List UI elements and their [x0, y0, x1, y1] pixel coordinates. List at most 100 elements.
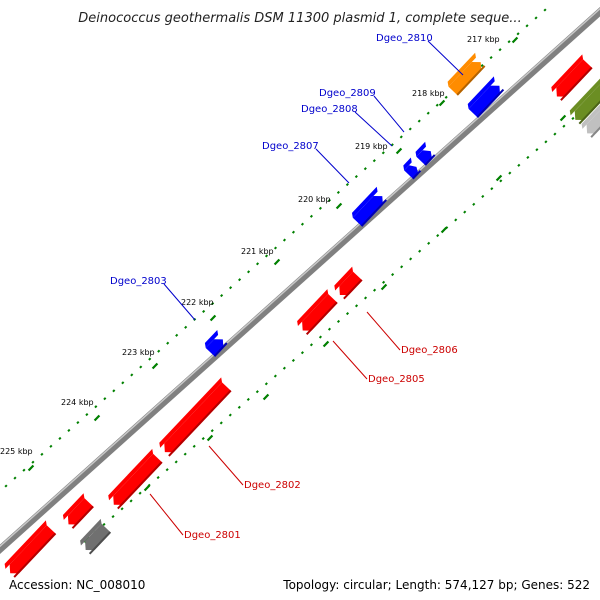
outer-tick-mark	[426, 111, 430, 115]
outer-tick-mark	[363, 167, 367, 171]
map-title: Deinococcus geothermalis DSM 11300 plasm…	[78, 11, 521, 26]
major-tick-mark	[273, 258, 281, 266]
outer-tick-mark	[175, 333, 179, 337]
gene-features	[4, 52, 600, 578]
outer-tick-mark	[381, 151, 385, 155]
outer-tick-mark	[85, 413, 89, 417]
gene-face-shadow	[578, 100, 600, 125]
gene-label-reverse: Dgeo_2805	[368, 374, 425, 385]
gene-face-front	[574, 84, 600, 121]
inner-tick-mark	[309, 343, 313, 347]
inner-tick-mark	[382, 280, 386, 284]
outer-tick-mark	[282, 238, 287, 242]
outer-tick-mark	[166, 341, 170, 345]
outer-tick-mark	[121, 381, 125, 385]
genome-summary-text: Topology: circular; Length: 574,127 bp; …	[283, 578, 590, 592]
inner-tick-mark	[255, 390, 259, 394]
major-tick-mark	[209, 314, 217, 322]
major-tick-mark	[322, 340, 330, 348]
gene-reverse-top	[551, 54, 593, 101]
gene-label-reverse: Dgeo_2806	[401, 345, 458, 356]
gene-face-front	[67, 498, 94, 525]
gene-label-forward: Dgeo_2808	[301, 104, 358, 115]
tick-label: 220 kbp	[298, 195, 331, 204]
gene-olive-feature	[569, 78, 600, 125]
inner-tick-mark	[291, 358, 295, 362]
gene-face-front	[586, 110, 600, 134]
leader-line	[163, 283, 196, 321]
gene-dgeo-2809	[415, 141, 436, 166]
tick-label: 224 kbp	[61, 398, 94, 407]
outer-tick-mark	[31, 460, 35, 464]
gene-reverse-small	[62, 493, 94, 529]
gene-label-forward: Dgeo_2807	[262, 141, 319, 152]
inner-tick-mark	[454, 218, 458, 222]
outer-tick-mark	[4, 484, 8, 488]
inner-tick-mark	[427, 241, 431, 245]
gene-face-front	[9, 525, 57, 574]
major-tick-track	[27, 36, 567, 544]
tick-label-group: 217 kbp 218 kbp 219 kbp 220 kbp 221 kbp 222 k…	[0, 35, 500, 456]
inner-tick-mark	[526, 155, 530, 160]
gene-label-forward: Dgeo_2810	[376, 33, 433, 44]
inner-tick-mark	[373, 288, 377, 292]
gene-face-shadow	[476, 88, 505, 118]
gene-face-front	[556, 59, 593, 97]
gene-dgeo-2803	[204, 329, 228, 357]
backbone-line	[0, 7, 600, 554]
outer-tick-mark	[534, 16, 538, 20]
tick-label: 219 kbp	[355, 142, 388, 151]
inner-tick-mark	[354, 304, 359, 308]
outer-tick-mark	[273, 246, 278, 250]
major-tick-mark	[262, 393, 270, 401]
leader-line	[366, 311, 401, 351]
outer-tick-mark	[211, 301, 215, 306]
inner-tick-mark	[156, 475, 160, 480]
outer-tick-mark	[516, 32, 520, 36]
outer-tick-mark	[291, 230, 296, 234]
gene-face-shadow	[360, 199, 388, 227]
gene-label-group: Dgeo_2810 Dgeo_2809 Dgeo_2808 Dgeo_2807 Dgeo…	[110, 33, 458, 541]
major-tick-mark	[151, 362, 159, 370]
outer-tick-mark	[220, 294, 224, 298]
tick-label: 221 kbp	[241, 247, 274, 256]
inner-tick-mark	[499, 179, 503, 183]
outer-tick-mark	[58, 436, 62, 440]
outer-tick-mark	[327, 198, 331, 202]
inner-tick-mark	[318, 335, 323, 339]
gene-face-top	[569, 78, 600, 116]
gene-label-reverse: Dgeo_2802	[244, 480, 301, 491]
gene-dgeo-2802	[159, 377, 232, 457]
gene-face-shadow	[213, 342, 228, 357]
major-tick-mark	[511, 36, 519, 44]
inner-tick-mark	[219, 421, 223, 425]
gene-face-shadow	[117, 461, 163, 510]
gene-face-shadow	[13, 532, 57, 578]
gene-dgeo-2806	[334, 266, 363, 300]
inner-tick-mark	[363, 296, 368, 300]
major-tick-mark	[27, 464, 35, 472]
label-leader-lines	[149, 40, 464, 536]
major-tick-mark	[438, 99, 446, 107]
inner-tick-mark	[517, 163, 521, 167]
inner-tick-mark	[246, 397, 250, 402]
gene-face-front	[113, 453, 163, 505]
gene-face-top	[467, 76, 495, 109]
outer-tick-mark	[507, 40, 511, 44]
gene-face-top	[403, 157, 412, 171]
inner-tick-mark	[544, 140, 548, 144]
inner-tick-mark	[418, 249, 422, 253]
inner-tick-mark	[463, 210, 467, 214]
outer-tick-mark	[435, 103, 439, 107]
inner-tick-mark	[535, 148, 539, 152]
inner-tick-mark	[571, 116, 575, 120]
gene-face-top	[334, 266, 354, 291]
minor-tick-track	[4, 8, 600, 542]
inner-tick-mark	[409, 257, 413, 261]
outer-tick-mark	[67, 428, 71, 433]
outer-tick-mark	[417, 119, 421, 123]
inner-tick-mark	[300, 351, 304, 355]
accession-text: Accession: NC_008010	[9, 578, 146, 592]
leader-line	[373, 95, 405, 133]
